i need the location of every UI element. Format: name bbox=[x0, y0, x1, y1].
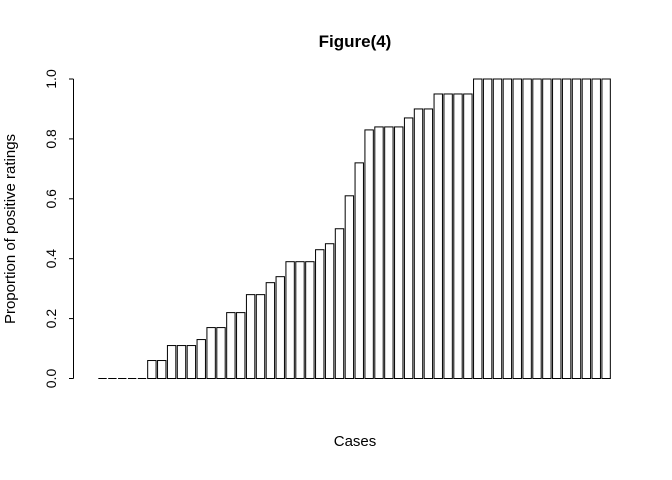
bar bbox=[443, 93, 453, 379]
bar bbox=[394, 126, 404, 379]
bar bbox=[245, 294, 256, 380]
bar bbox=[186, 345, 197, 379]
bar bbox=[591, 78, 601, 379]
y-tick-label: 0.6 bbox=[43, 189, 59, 209]
bar bbox=[571, 78, 582, 379]
bar bbox=[502, 78, 513, 379]
bars-group bbox=[98, 78, 611, 380]
bar bbox=[413, 108, 424, 379]
y-tick-label: 0.2 bbox=[43, 309, 59, 329]
y-axis-label: Proportion of positive ratings bbox=[2, 134, 19, 324]
bar bbox=[423, 108, 434, 379]
bar bbox=[463, 93, 473, 379]
x-axis-label: Cases bbox=[334, 433, 377, 450]
bar bbox=[236, 312, 246, 379]
bar bbox=[147, 360, 157, 379]
bar bbox=[512, 78, 522, 379]
bar bbox=[255, 294, 266, 380]
bar bbox=[265, 282, 276, 379]
bar bbox=[176, 345, 187, 379]
bar bbox=[601, 78, 611, 379]
bar bbox=[522, 78, 532, 379]
y-axis: 0.0 0.2 0.4 0.6 0.8 1.0 bbox=[43, 69, 74, 388]
bar bbox=[492, 78, 503, 379]
bar bbox=[334, 228, 345, 379]
bar bbox=[561, 78, 572, 379]
bar bbox=[532, 78, 542, 379]
bar bbox=[384, 126, 394, 379]
bar bbox=[324, 243, 335, 379]
bar bbox=[552, 78, 562, 379]
bar bbox=[305, 261, 315, 380]
bar bbox=[482, 78, 493, 379]
bar bbox=[295, 261, 305, 380]
chart-title: Figure(4) bbox=[319, 32, 392, 51]
bar bbox=[354, 162, 364, 379]
bar bbox=[374, 126, 384, 379]
bar bbox=[157, 360, 167, 379]
bar bbox=[275, 276, 285, 380]
bar bbox=[206, 327, 216, 379]
y-tick-label: 0.8 bbox=[43, 129, 59, 149]
bar bbox=[403, 117, 414, 379]
bar bbox=[581, 78, 592, 379]
bar bbox=[315, 249, 325, 379]
bar bbox=[433, 93, 443, 379]
y-tick-label: 0.4 bbox=[43, 249, 59, 269]
bar bbox=[453, 93, 463, 379]
bar bbox=[364, 129, 374, 379]
bar bbox=[216, 327, 226, 379]
bar bbox=[226, 312, 236, 379]
bar bbox=[166, 345, 177, 379]
bar bbox=[473, 78, 483, 379]
bar bbox=[285, 261, 295, 380]
y-tick-label: 0.0 bbox=[43, 369, 59, 389]
bar bbox=[196, 339, 206, 380]
bar bbox=[542, 78, 552, 379]
y-tick-label: 1.0 bbox=[43, 69, 59, 89]
bar bbox=[344, 195, 355, 379]
